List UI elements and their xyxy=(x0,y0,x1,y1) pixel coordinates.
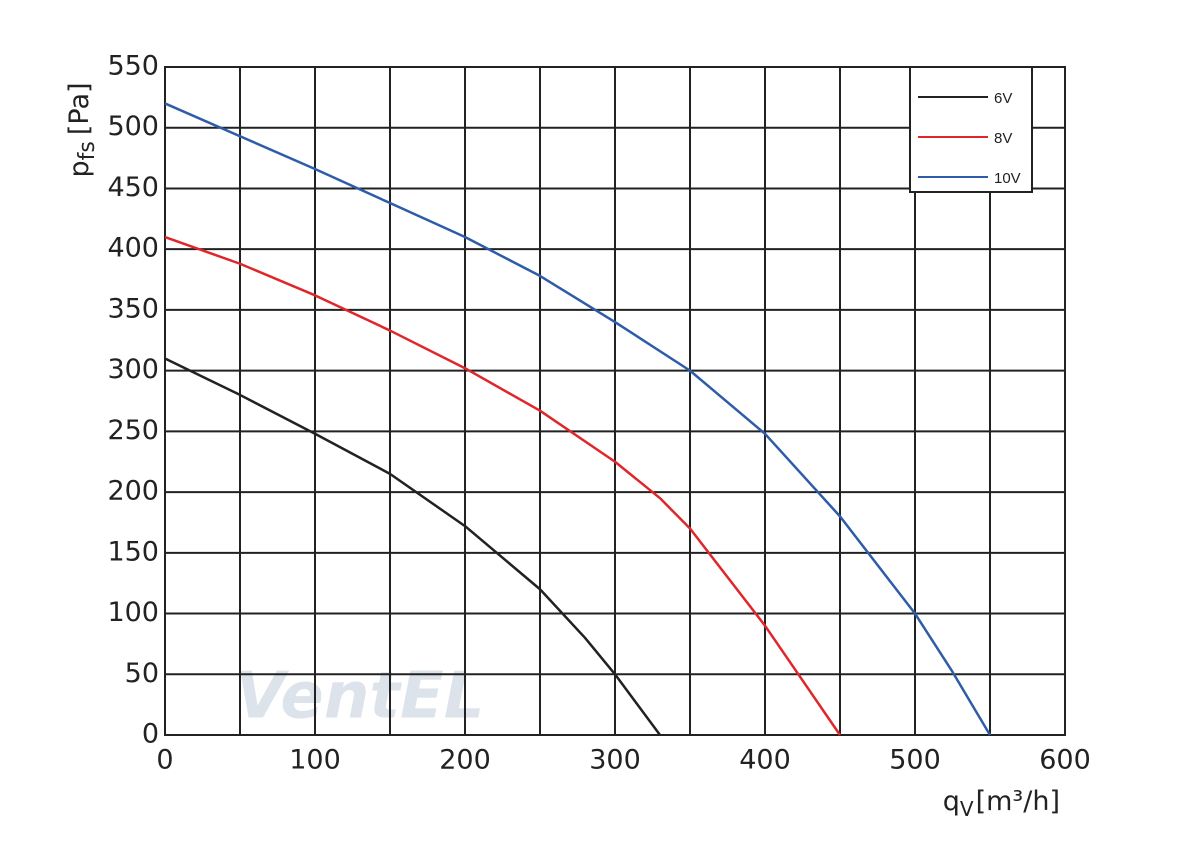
y-tick-label: 200 xyxy=(107,476,159,507)
y-axis-label: pfs [Pa] xyxy=(64,82,101,177)
plot-frame xyxy=(164,66,1066,736)
x-tick-label: 500 xyxy=(889,745,941,776)
series-line xyxy=(164,102,992,736)
x-tick-label: 600 xyxy=(1039,745,1091,776)
y-label-unit: [Pa] xyxy=(64,82,95,135)
y-tick-label: 50 xyxy=(125,658,159,689)
series-line xyxy=(164,357,662,736)
y-label-symbol: p xyxy=(64,160,95,177)
x-tick-label: 300 xyxy=(589,745,641,776)
x-label-symbol: q xyxy=(943,786,960,817)
series-line xyxy=(164,235,842,736)
legend-label: 8V xyxy=(994,130,1012,147)
y-tick-label: 450 xyxy=(107,172,159,203)
legend-label: 6V xyxy=(994,90,1012,107)
y-tick-label: 100 xyxy=(107,597,159,628)
y-tick-label: 250 xyxy=(107,415,159,446)
x-label-unit: [m³/h] xyxy=(976,786,1060,817)
legend-box xyxy=(909,66,1033,193)
x-tick-label: 200 xyxy=(439,745,491,776)
x-tick-label: 100 xyxy=(289,745,341,776)
x-axis-label: qV[m³/h] xyxy=(943,786,1060,821)
y-tick-label: 150 xyxy=(107,536,159,567)
y-tick-label: 0 xyxy=(142,719,159,750)
y-tick-label: 500 xyxy=(107,111,159,142)
y-label-subscript: fs xyxy=(75,141,100,160)
y-tick-label: 400 xyxy=(107,233,159,264)
x-tick-label: 0 xyxy=(156,745,173,776)
y-tick-label: 550 xyxy=(107,51,159,82)
x-tick-label: 400 xyxy=(739,745,791,776)
y-tick-label: 300 xyxy=(107,354,159,385)
x-label-subscript: V xyxy=(960,797,974,821)
legend-label: 10V xyxy=(994,170,1021,187)
watermark: VentEL xyxy=(236,660,485,734)
y-tick-label: 350 xyxy=(107,293,159,324)
